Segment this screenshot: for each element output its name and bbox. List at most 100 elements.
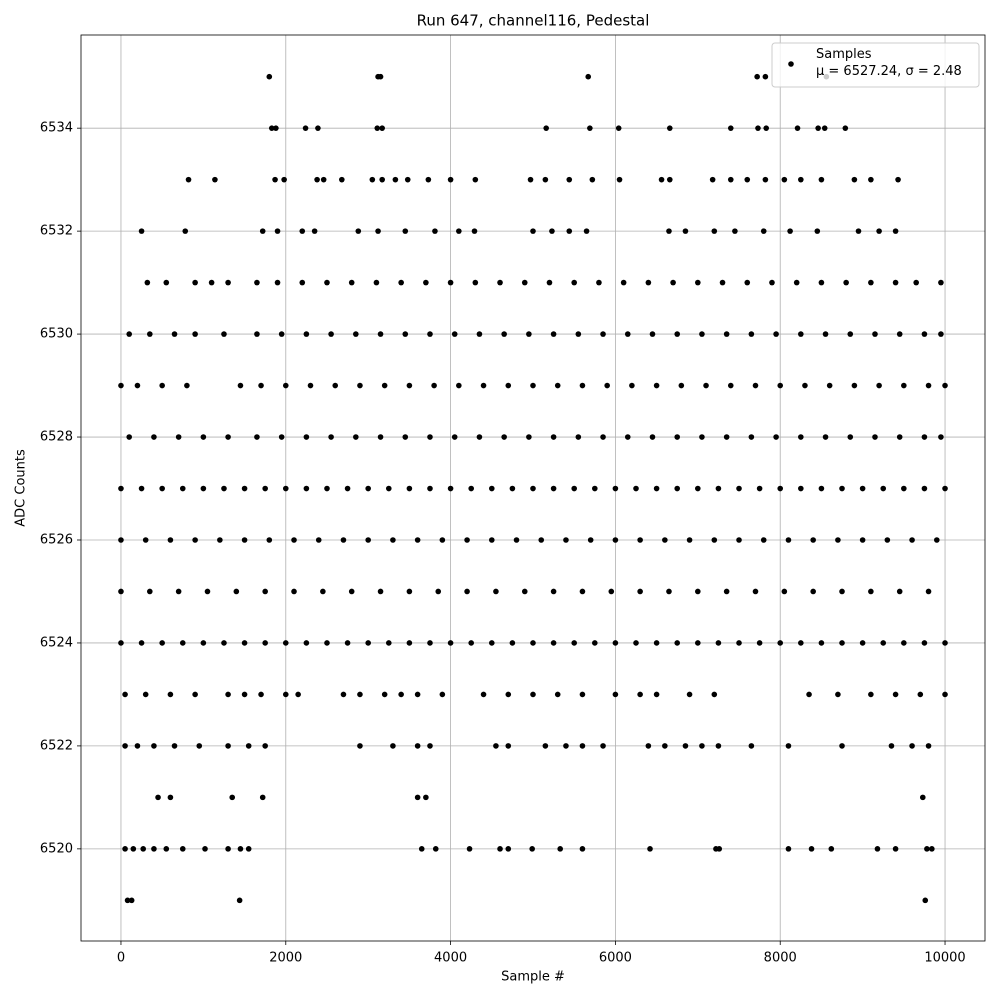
point [785,846,792,852]
point [390,537,396,543]
point [171,331,178,337]
point [777,640,784,646]
point [896,588,903,595]
point [868,691,874,698]
point [925,382,932,389]
point [509,640,516,646]
point [480,382,487,389]
point [876,228,882,234]
point [406,640,413,646]
point [155,794,161,801]
point [699,434,705,440]
chart-title: Run 647, channel116, Pedestal [417,12,650,30]
x-tick-label: 8000 [764,951,797,966]
point [763,125,770,131]
point [225,434,231,440]
point [615,125,622,131]
point [872,331,878,337]
point [476,434,483,440]
point [241,485,248,492]
point [526,434,532,440]
point [348,588,355,595]
point [344,640,351,646]
point [835,691,841,698]
x-tick-label: 10000 [924,951,965,966]
point [262,640,268,646]
point [530,228,536,234]
point [686,537,693,543]
point [451,331,458,337]
point [785,743,792,749]
point [748,743,755,749]
point [501,434,507,440]
point [466,846,473,852]
point [538,537,545,543]
point [151,434,157,440]
point [447,279,454,286]
point [447,176,454,183]
point [200,485,207,492]
point [868,588,874,595]
point [901,485,907,492]
point [505,382,512,389]
y-tick-label: 6524 [40,635,73,650]
point [760,537,767,543]
point [142,691,149,698]
point [566,228,573,234]
point [245,846,252,852]
point [374,125,381,131]
point [855,228,862,234]
point [629,382,635,389]
point [938,434,944,440]
point [674,434,681,440]
point [913,279,919,286]
point [810,588,816,595]
point [530,640,536,646]
point [254,331,260,337]
point [600,743,606,749]
point [118,485,124,492]
point [192,691,198,698]
point [529,846,535,852]
point [896,331,903,337]
point [888,743,895,749]
point [262,588,268,595]
point [715,743,722,749]
point [620,279,627,286]
point [587,125,593,131]
point [839,485,845,492]
point [808,846,815,852]
point [134,743,141,749]
point [439,537,446,543]
x-tick-label: 0 [117,951,125,966]
point [736,485,742,492]
point [530,691,536,698]
point [254,279,260,286]
point [505,846,512,852]
point [546,279,553,286]
point [291,537,297,543]
point [756,485,763,492]
point [762,176,769,183]
point [674,640,681,646]
point [357,691,363,698]
point [217,537,223,543]
point [497,846,503,852]
point [344,485,351,492]
point [859,485,866,492]
point [678,382,685,389]
point [179,485,186,492]
point [938,279,944,286]
point [126,331,133,337]
point [909,743,915,749]
point [880,640,887,646]
point [262,743,268,749]
point [254,434,260,440]
point [732,228,738,234]
point [814,228,821,234]
point [303,434,310,440]
point [315,537,322,543]
point [118,588,124,595]
point [895,176,901,183]
point [340,691,347,698]
